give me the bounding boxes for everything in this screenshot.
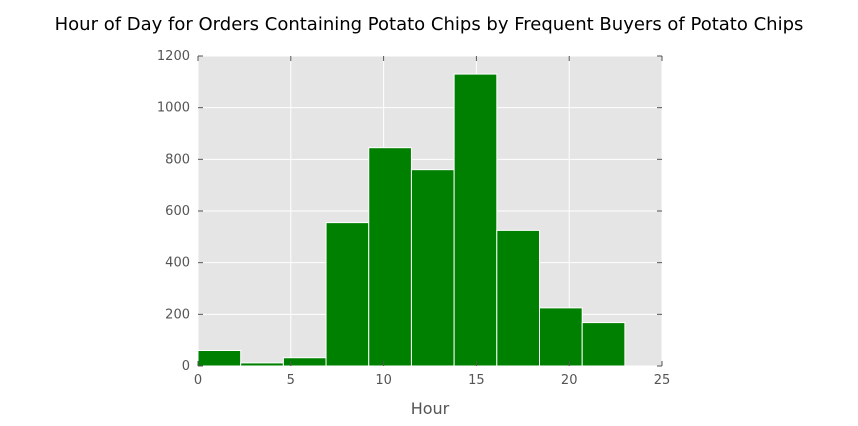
histogram-bar <box>240 362 284 367</box>
histogram-bar <box>325 222 370 367</box>
y-tick-labels: 0 200 400 600 800 1000 1200 <box>157 49 190 374</box>
histogram-bar <box>453 73 498 367</box>
y-tick-label: 1000 <box>157 101 190 116</box>
x-axis-label: Hour <box>411 399 450 418</box>
y-tick-label: 1200 <box>157 49 190 64</box>
y-tick-label: 0 <box>182 359 190 374</box>
histogram-bar <box>410 169 455 367</box>
histogram-bar <box>282 357 327 367</box>
y-tick-label: 600 <box>165 204 190 219</box>
y-tick-label: 200 <box>165 307 190 322</box>
x-tick-label: 20 <box>561 373 578 388</box>
y-tick-label: 800 <box>165 152 190 167</box>
histogram-bar <box>197 350 242 367</box>
histogram-bar <box>368 147 412 367</box>
histogram-bars <box>197 73 626 367</box>
x-tick-label: 0 <box>194 373 202 388</box>
x-tick-label: 5 <box>287 373 295 388</box>
x-tick-label: 10 <box>375 373 392 388</box>
histogram-bar <box>581 322 626 367</box>
x-tick-label: 25 <box>654 373 671 388</box>
histogram-bar <box>539 307 583 367</box>
y-tick-label: 400 <box>165 256 190 271</box>
x-tick-label: 15 <box>468 373 485 388</box>
x-tick-labels: 0 5 10 15 20 25 <box>194 373 670 388</box>
chart-title: Hour of Day for Orders Containing Potato… <box>55 14 804 35</box>
tick-marks <box>197 55 663 367</box>
histogram-bar <box>496 229 541 367</box>
